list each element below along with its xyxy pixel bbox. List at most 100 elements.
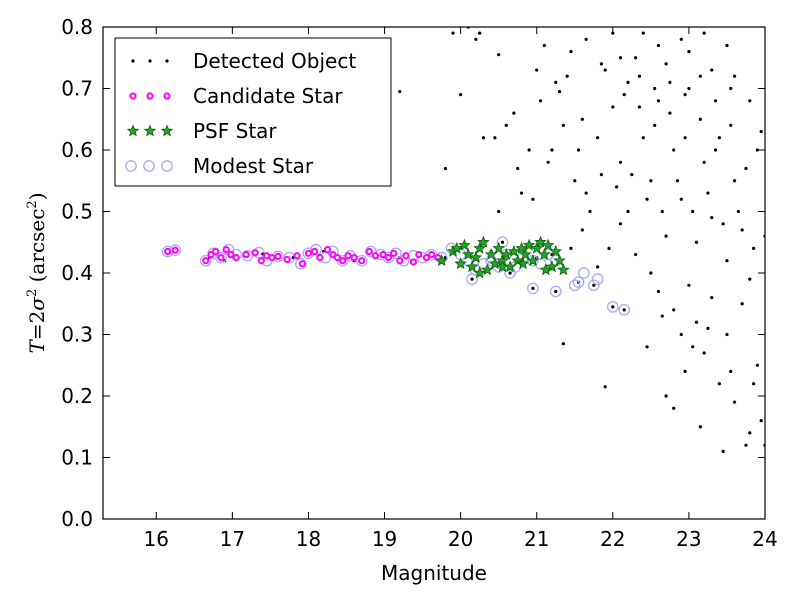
detected-object-point bbox=[554, 289, 558, 294]
svg-text:T=2σ2 (arcsec2): T=2σ2 (arcsec2) bbox=[25, 192, 49, 353]
modest-star-point bbox=[578, 267, 590, 279]
legend-marker-modest-star bbox=[161, 160, 173, 172]
psf-star-point bbox=[496, 260, 509, 273]
detected-object-point bbox=[698, 74, 702, 78]
detected-object-point bbox=[729, 86, 733, 91]
legend-marker-psf-star bbox=[126, 124, 140, 137]
detected-object-point bbox=[660, 209, 664, 214]
detected-object-point bbox=[565, 74, 569, 78]
psf-star-point bbox=[454, 257, 467, 270]
psf-star-point bbox=[539, 263, 553, 276]
detected-object-point bbox=[729, 369, 733, 373]
detected-object-point bbox=[599, 173, 604, 177]
y-tick-label: 0.1 bbox=[61, 446, 93, 470]
detected-object-point bbox=[557, 89, 562, 94]
candidate-star-point bbox=[358, 257, 366, 265]
candidate-star-point bbox=[310, 247, 319, 256]
detected-object-point bbox=[653, 123, 657, 127]
legend-marker-detected-object bbox=[165, 59, 169, 63]
detected-object-point bbox=[584, 37, 588, 41]
detected-object-point bbox=[573, 179, 577, 183]
x-axis-ticks: 16 17 18 19 20 21 22 23 24 bbox=[144, 27, 778, 551]
detected-object-point bbox=[751, 382, 756, 386]
modest-star-point bbox=[241, 249, 254, 262]
detected-object-point bbox=[729, 123, 733, 127]
modest-star-point bbox=[549, 285, 562, 298]
detected-object-point bbox=[618, 56, 623, 60]
detected-object-point bbox=[611, 105, 615, 109]
detected-object-point bbox=[679, 197, 683, 201]
detected-object-point bbox=[736, 209, 740, 214]
detected-object-point bbox=[675, 179, 680, 183]
psf-star-point bbox=[458, 238, 471, 251]
modest-star-point bbox=[466, 273, 478, 285]
detected-object-point bbox=[535, 68, 539, 72]
detected-object-point bbox=[744, 443, 748, 447]
detected-object-point bbox=[470, 277, 474, 281]
legend-label-candidate-star: Candidate Star bbox=[193, 84, 343, 108]
detected-object-point bbox=[668, 111, 672, 115]
modest-star-point bbox=[591, 273, 604, 285]
detected-object-point bbox=[721, 222, 725, 226]
detected-object-point bbox=[687, 50, 691, 54]
detected-object-point bbox=[698, 425, 702, 429]
modest-star-point bbox=[355, 254, 368, 267]
psf-star-point bbox=[516, 257, 530, 270]
detected-object-point bbox=[630, 173, 634, 177]
x-tick-label: 20 bbox=[448, 527, 473, 551]
detected-object-point bbox=[683, 136, 687, 140]
candidate-star-point bbox=[316, 254, 324, 262]
psf-star-point bbox=[522, 238, 536, 251]
psf-star-point bbox=[541, 238, 555, 251]
detected-object-point bbox=[759, 129, 763, 134]
detected-object-point bbox=[603, 385, 607, 389]
y-tick-label: 0.3 bbox=[61, 323, 93, 347]
candidate-star-point bbox=[268, 254, 276, 262]
detected-object-point bbox=[580, 117, 584, 121]
psf-star-point bbox=[473, 266, 486, 279]
detected-object-point bbox=[576, 148, 581, 152]
detected-object-point bbox=[702, 31, 706, 35]
detected-object-point bbox=[618, 160, 623, 164]
detected-object-point bbox=[554, 80, 558, 84]
legend-item-modest-star: Modest Star bbox=[125, 154, 314, 178]
detected-object-point bbox=[759, 419, 763, 423]
candidate-star-point bbox=[323, 246, 332, 254]
psf-star-point bbox=[507, 244, 521, 257]
detected-object-point bbox=[679, 37, 683, 41]
candidate-star-point bbox=[274, 252, 282, 260]
detected-object-point bbox=[561, 123, 565, 127]
detected-object-point bbox=[713, 99, 718, 103]
candidate-star-point bbox=[344, 252, 352, 260]
candidate-star-series bbox=[164, 246, 442, 268]
detected-object-point bbox=[664, 62, 668, 66]
detected-object-point bbox=[698, 117, 702, 121]
psf-star-point bbox=[461, 247, 475, 260]
y-axis-title: T=2σ2 (arcsec2) bbox=[25, 192, 49, 353]
legend-box bbox=[114, 37, 392, 187]
legend-marker-detected-object bbox=[131, 59, 135, 63]
candidate-star-point bbox=[222, 246, 230, 254]
modest-star-point bbox=[199, 254, 212, 267]
detected-object-point bbox=[656, 99, 661, 103]
detected-object-point bbox=[546, 160, 550, 164]
x-tick-label: 22 bbox=[600, 527, 625, 551]
legend-marker-modest-star bbox=[125, 160, 137, 172]
detected-object-point bbox=[694, 240, 699, 244]
modest-star-point bbox=[527, 282, 539, 295]
detected-object-point bbox=[626, 80, 630, 84]
detected-object-point bbox=[732, 179, 737, 183]
candidate-star-point bbox=[422, 254, 430, 262]
detected-object-point bbox=[508, 271, 512, 275]
detected-object-point bbox=[691, 345, 695, 349]
detected-object-point bbox=[516, 166, 520, 171]
legend-marker-candidate-star bbox=[146, 92, 154, 100]
x-tick-label: 24 bbox=[752, 527, 777, 551]
candidate-star-point bbox=[396, 257, 404, 265]
candidate-star-point bbox=[329, 250, 337, 259]
detected-object-point bbox=[519, 191, 524, 195]
detected-object-point bbox=[497, 209, 501, 214]
detected-object-point bbox=[603, 68, 607, 72]
detected-object-point bbox=[732, 400, 737, 404]
detected-object-point bbox=[538, 99, 543, 103]
